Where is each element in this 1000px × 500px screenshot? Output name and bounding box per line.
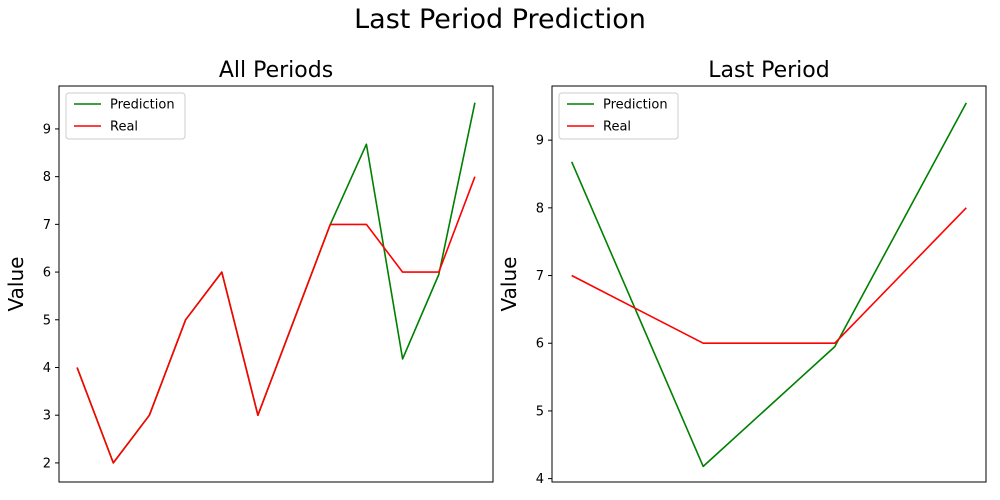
y-tick-label: 7 — [536, 269, 544, 284]
y-tick-label: 9 — [536, 134, 544, 149]
series-line-real — [76, 176, 476, 464]
legend-label-prediction: Prediction — [603, 98, 668, 113]
y-axis-label: Value — [497, 257, 521, 312]
y-tick-label: 5 — [536, 404, 544, 419]
subplot-2: Last Period Value 4 5 6 7 8 9 Prediction Real — [497, 58, 987, 487]
axes-frame — [58, 85, 494, 483]
y-tick-label: 3 — [43, 409, 51, 424]
legend: Prediction Real — [65, 92, 186, 140]
figure-title: Last Period Prediction — [354, 4, 646, 35]
series-line-prediction — [570, 102, 968, 468]
y-tick-label: 6 — [536, 337, 544, 352]
series-line-real — [571, 207, 967, 345]
y-tick-label: 4 — [43, 361, 51, 376]
y-tick-label: 7 — [43, 218, 51, 233]
y-tick-label: 5 — [43, 313, 51, 328]
y-tick-label: 8 — [43, 170, 51, 185]
subplot-1: All Periods Value 2 3 4 5 6 7 8 9 Prediction Real — [4, 58, 494, 483]
y-tick-label: 9 — [43, 122, 51, 137]
legend: Prediction Real — [558, 92, 679, 140]
subplot-title: Last Period — [708, 58, 829, 83]
subplot-title: All Periods — [219, 58, 333, 83]
axes-frame — [551, 85, 987, 483]
y-tick-label: 8 — [536, 201, 544, 216]
y-tick-label: 6 — [43, 266, 51, 281]
y-axis-label: Value — [4, 257, 28, 312]
legend-label-real: Real — [603, 120, 631, 135]
y-tick-label: 2 — [43, 456, 51, 471]
legend-label-prediction: Prediction — [110, 98, 175, 113]
series-line-prediction — [76, 102, 476, 464]
y-tick-label: 4 — [536, 472, 544, 487]
legend-label-real: Real — [110, 120, 138, 135]
